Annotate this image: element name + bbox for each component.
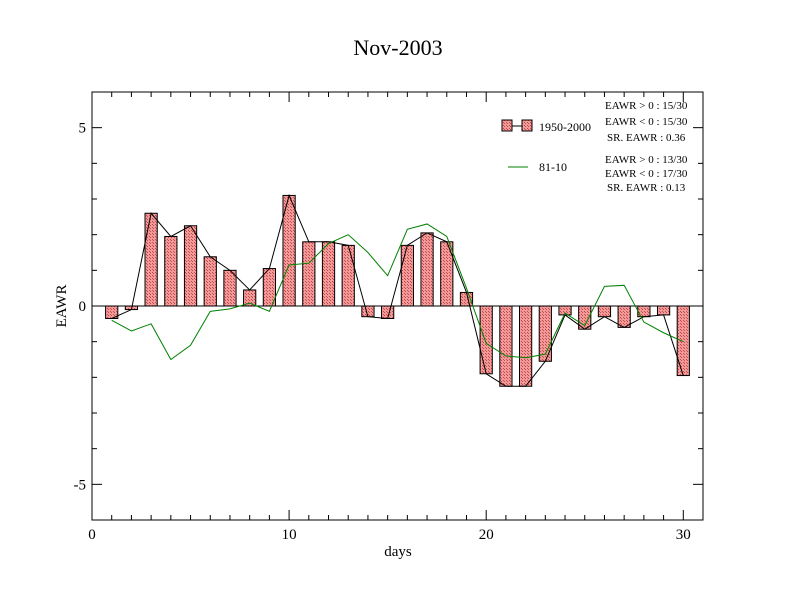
bar-day-5 [183, 225, 198, 307]
bar-day-30 [676, 305, 690, 377]
legend-swatch-1950-2000-b [521, 119, 533, 132]
stats-annotations: EAWR > 0 : 15/30 EAWR < 0 : 15/30 SR. EA… [605, 100, 688, 194]
x-tick-label: 0 [88, 527, 96, 543]
stat-group2-sr: SR. EAWR : 0.13 [607, 182, 686, 194]
series-line-1950-2000 [111, 193, 684, 387]
series-lines [111, 193, 684, 387]
stat-group2-negative: EAWR < 0 : 17/30 [605, 168, 688, 180]
bar-day-16 [400, 244, 414, 307]
x-tick-label: 30 [676, 527, 691, 543]
x-tick-label: 10 [282, 527, 297, 543]
bars-1950-2000 [105, 194, 690, 387]
y-axis-label: EAWR [54, 285, 70, 328]
stat-group1-positive: EAWR > 0 : 15/30 [605, 100, 688, 112]
stat-group2-positive: EAWR > 0 : 13/30 [605, 154, 688, 166]
legend-label-1950-2000: 1950-2000 [539, 120, 591, 134]
bar-day-21 [499, 305, 513, 387]
x-tick-label: 20 [479, 527, 494, 543]
y-axis: -5 0 5 [74, 91, 703, 521]
bar-day-22 [519, 305, 533, 387]
bar-day-13 [341, 244, 355, 307]
legend-swatch-1950-2000-a [501, 119, 513, 132]
bar-day-3 [144, 212, 158, 307]
bar-day-11 [302, 241, 316, 307]
bar-day-26 [597, 305, 612, 318]
series-line-81-10 [111, 223, 684, 361]
bar-day-17 [420, 232, 434, 307]
bar-day-6 [203, 256, 217, 307]
chart-title: Nov-2003 [353, 35, 442, 60]
y-tick-label: -5 [74, 477, 87, 493]
stat-group1-negative: EAWR < 0 : 15/30 [605, 116, 688, 128]
bar-day-20 [479, 305, 493, 375]
x-axis-label: days [384, 544, 412, 560]
bar-day-27 [617, 305, 631, 328]
stat-group1-sr: SR. EAWR : 0.36 [607, 132, 686, 144]
bar-day-7 [223, 269, 237, 307]
bar-day-12 [321, 241, 336, 307]
y-tick-label: 5 [79, 121, 87, 137]
y-tick-label: 0 [79, 299, 87, 315]
bar-day-4 [164, 235, 178, 307]
legend: 1950-2000 81-10 [501, 119, 591, 174]
x-axis: 0 10 20 30 [88, 92, 691, 543]
bar-day-29 [656, 305, 671, 316]
bar-day-23 [538, 305, 552, 362]
legend-label-81-10: 81-10 [539, 160, 567, 174]
